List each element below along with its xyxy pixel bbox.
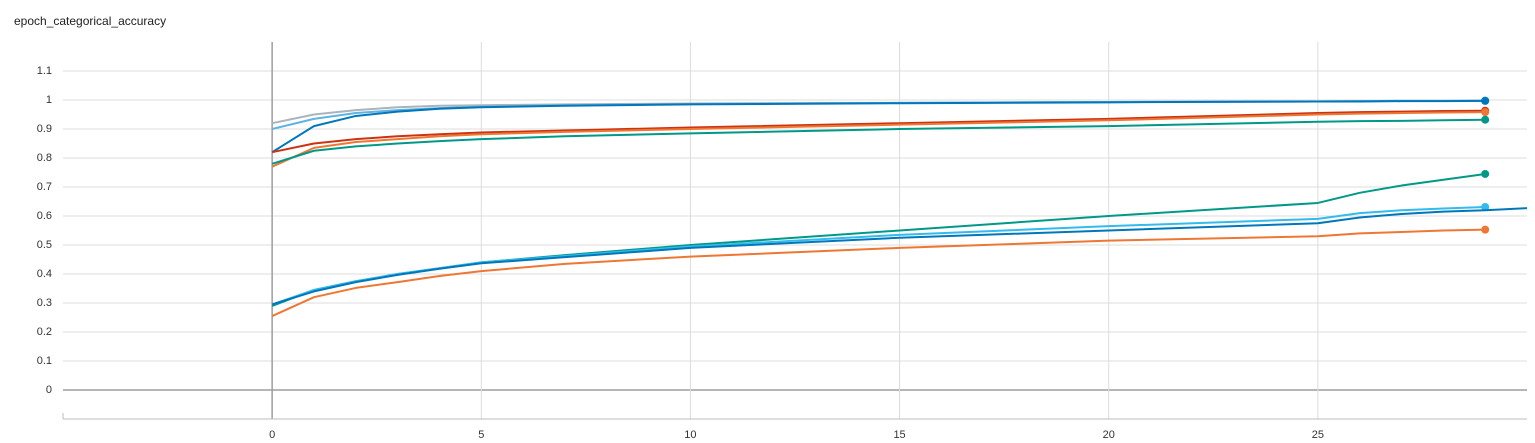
end-point [1481,225,1490,234]
end-point [1481,96,1490,105]
x-tick-label: 5 [478,429,484,441]
series-line [271,99,1486,154]
y-tick-label: 0.5 [37,239,52,251]
end-point [1481,108,1490,117]
x-tick-label: 0 [269,429,275,441]
grid: 0 0.1 0.2 0.3 0.4 0.5 0.6 0.7 0.8 0.9 1 1.1 0 5 10 15 20… [37,42,1527,441]
series-line [271,109,1486,154]
series-line [271,118,1486,165]
series-line [271,111,1486,168]
series-line [271,206,1486,306]
y-tick-label: 0.8 [37,152,52,164]
series-line [271,207,1527,306]
y-tick-label: 0.7 [37,181,52,193]
x-tick-label: 20 [1103,429,1115,441]
y-tick-label: 0.6 [37,210,52,222]
end-point [1481,115,1490,124]
x-tick-label: 10 [684,429,696,441]
y-tick-label: 1 [46,94,52,106]
plot-area [271,96,1527,317]
y-tick-label: 0.3 [37,297,52,309]
y-tick-label: 0.9 [37,123,52,135]
end-point [1481,203,1490,212]
series-line [271,172,1486,307]
x-tick-label: 15 [893,429,905,441]
chart-title: epoch_categorical_accuracy [14,14,166,28]
y-tick-label: 1.1 [37,65,52,77]
end-point [1481,169,1490,178]
series-line [271,228,1486,317]
y-tick-label: 0.1 [37,355,52,367]
y-tick-label: 0.4 [37,268,52,280]
x-tick-label: 25 [1312,429,1324,441]
y-tick-label: 0 [46,384,52,396]
y-tick-label: 0.2 [37,326,52,338]
